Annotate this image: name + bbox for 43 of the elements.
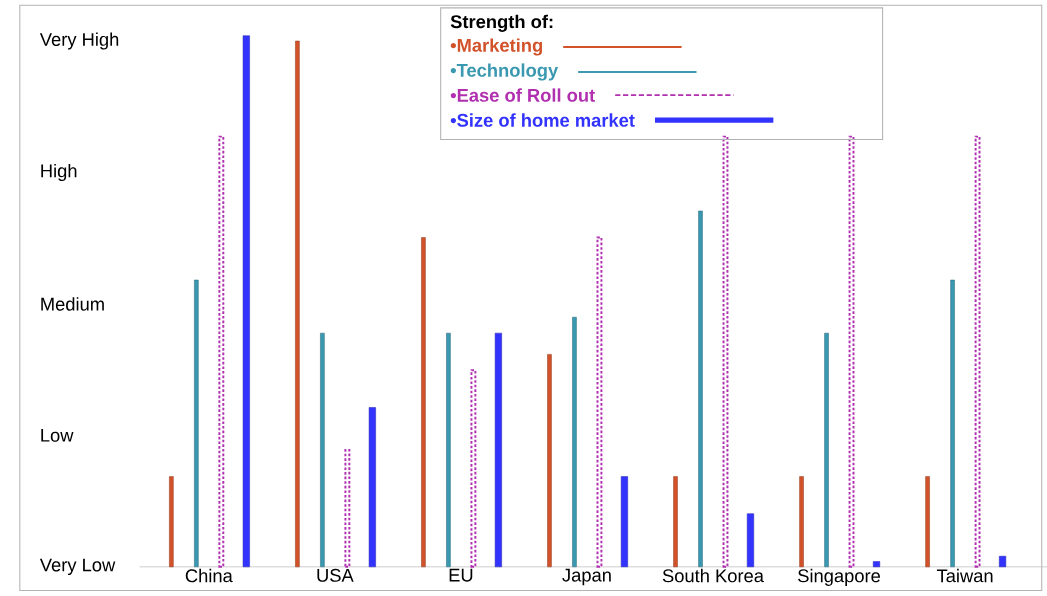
bar: [169, 476, 174, 568]
bar: [746, 513, 755, 568]
bar: [572, 317, 577, 568]
bar: [295, 40, 300, 568]
text: •Size of home market: [450, 113, 635, 127]
x-tick-label: Taiwan: [936, 568, 993, 583]
bar: [344, 449, 351, 568]
bar: [698, 210, 703, 568]
bar: [242, 35, 250, 568]
x-tick-label: China: [185, 568, 233, 583]
bar: [470, 369, 477, 568]
bar: [925, 476, 930, 568]
x-tick-label: Singapore: [798, 568, 881, 587]
text: •Marketing: [450, 38, 542, 56]
bar: [320, 332, 325, 568]
bar: [368, 407, 376, 568]
text: High: [41, 164, 77, 182]
text: Very Low: [39, 558, 116, 576]
x-tick-label: Japan: [562, 568, 611, 586]
bar: [620, 476, 628, 568]
bar: [999, 556, 1007, 568]
x-tick-label: South Korea: [662, 568, 764, 583]
bar: [799, 476, 804, 568]
text: Very High: [39, 32, 119, 50]
bar: [950, 279, 955, 568]
bar: [824, 332, 829, 568]
bar: [596, 236, 603, 568]
bar: [872, 561, 881, 568]
bar: [494, 332, 502, 568]
text: Low: [41, 429, 74, 442]
bar: [218, 135, 225, 568]
bar: [547, 354, 552, 568]
text: Medium: [41, 297, 104, 311]
text: •Technology: [450, 63, 559, 81]
bar: [446, 332, 451, 568]
x-tick-label: EU: [449, 568, 473, 582]
bar: [673, 476, 678, 568]
bar: [421, 237, 426, 568]
bar: [194, 279, 199, 568]
x-tick-label: USA: [317, 568, 354, 582]
legend-title: Strength of:: [450, 14, 553, 33]
text: •Ease of Roll out: [450, 88, 595, 102]
bar: [974, 135, 981, 568]
